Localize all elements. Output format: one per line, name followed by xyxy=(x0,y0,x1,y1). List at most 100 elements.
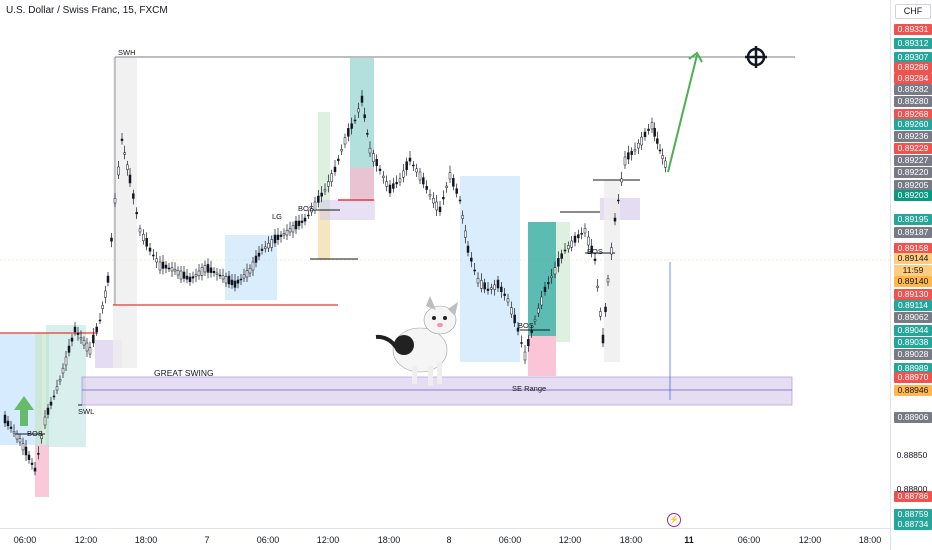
candle-body xyxy=(513,314,516,324)
candle-body xyxy=(18,438,22,443)
candle-body xyxy=(212,270,216,274)
candle-body xyxy=(470,257,473,262)
candle-body xyxy=(323,189,327,192)
candle-body xyxy=(392,183,395,189)
candle-body xyxy=(547,282,550,285)
candle-body xyxy=(633,149,637,152)
candle-body xyxy=(596,285,599,288)
candle-body xyxy=(106,275,110,283)
candle-body xyxy=(300,220,304,223)
candle-body xyxy=(473,269,476,272)
candle-body xyxy=(270,239,273,248)
candle-body xyxy=(455,188,458,194)
candle-body xyxy=(368,147,372,154)
candle-body xyxy=(215,272,219,275)
candle-body xyxy=(233,280,237,288)
candle-body xyxy=(167,267,171,270)
candle-body xyxy=(613,217,617,222)
candle-body xyxy=(161,261,165,269)
candle-body xyxy=(76,332,80,335)
candle-body xyxy=(486,288,490,291)
candle-body xyxy=(412,164,415,167)
time-label: 12:00 xyxy=(74,535,98,545)
candle-body xyxy=(313,201,317,211)
candle-body xyxy=(152,254,155,257)
candle-body xyxy=(577,234,580,239)
price-tag: 0.88906 xyxy=(894,412,932,423)
symbol-title: U.S. Dollar / Swiss Franc, 15, FXCM xyxy=(6,5,168,16)
price-tag: 0.89158 xyxy=(894,243,932,254)
candle-body xyxy=(307,214,310,217)
candle-body xyxy=(620,178,623,183)
price-tag: 0.89114 xyxy=(894,300,932,311)
candle-body xyxy=(218,274,222,277)
candle-body xyxy=(221,275,225,280)
candle-body xyxy=(40,435,43,439)
candle-body xyxy=(126,164,129,170)
candle-body xyxy=(203,265,207,273)
candle-body xyxy=(557,258,560,267)
candle-body xyxy=(333,166,337,173)
candle-body xyxy=(627,152,630,160)
candle-body xyxy=(464,230,467,238)
candle-body xyxy=(291,225,295,233)
candle-body xyxy=(340,149,343,152)
se-range-label: SE Range xyxy=(512,384,547,393)
zone-left2 xyxy=(46,325,86,447)
candle-body xyxy=(337,158,340,161)
candle-body xyxy=(43,416,47,426)
projection-arrow xyxy=(667,54,698,173)
candle-body xyxy=(164,264,168,269)
candle-body xyxy=(142,234,145,241)
currency-selector[interactable]: CHF xyxy=(895,4,931,19)
time-label: 7 xyxy=(204,535,210,545)
candle-body xyxy=(194,274,198,277)
candle-body xyxy=(82,339,86,346)
candle-body xyxy=(158,261,162,271)
candle-body xyxy=(435,201,438,211)
candle-body xyxy=(418,171,422,181)
candle-body xyxy=(350,123,353,129)
price-tick-label: 0.88800 xyxy=(896,484,928,494)
swl-label: SWL xyxy=(78,407,95,416)
zone-orange-mid xyxy=(318,210,330,260)
candle-body xyxy=(27,454,31,461)
candle-body xyxy=(173,269,177,272)
candle-body xyxy=(664,160,667,168)
price-tag: 0.89205 xyxy=(894,180,932,191)
candle-body xyxy=(537,307,540,314)
candle-body xyxy=(176,269,180,276)
candle-body xyxy=(264,246,267,249)
candle-body xyxy=(206,264,210,273)
time-label: 06:00 xyxy=(256,535,280,545)
price-tag: 0.89227 xyxy=(894,155,932,166)
crosshair-target-icon[interactable] xyxy=(745,46,767,68)
bos-label-mid: BOS xyxy=(298,204,314,213)
candle-body xyxy=(24,446,28,456)
price-tag: 0.89028 xyxy=(894,349,932,360)
candle-body xyxy=(570,240,573,248)
candle-body xyxy=(543,286,547,293)
candle-body xyxy=(37,453,40,455)
candle-body xyxy=(52,395,56,398)
lightning-icon[interactable]: ⚡ xyxy=(667,513,681,527)
price-axis-divider xyxy=(890,0,891,550)
candle-body xyxy=(242,274,246,279)
price-tag: 0.89062 xyxy=(894,312,932,323)
candle-body xyxy=(567,245,570,249)
candle-body xyxy=(117,166,120,176)
candle-body xyxy=(604,306,607,313)
candle-body xyxy=(347,128,350,137)
candle-body xyxy=(402,170,405,178)
candle-body xyxy=(98,319,102,322)
candle-body xyxy=(510,307,513,315)
zone-pink-top xyxy=(350,168,374,200)
price-tag: 0.88786 xyxy=(894,491,932,502)
price-tag: 0.88946 xyxy=(894,385,932,396)
price-tag: 0.88989 xyxy=(894,363,932,374)
candle-body xyxy=(110,237,113,242)
time-label: 06:00 xyxy=(13,535,37,545)
price-tag: 0.89130 xyxy=(894,289,932,300)
candle-body xyxy=(73,326,77,333)
